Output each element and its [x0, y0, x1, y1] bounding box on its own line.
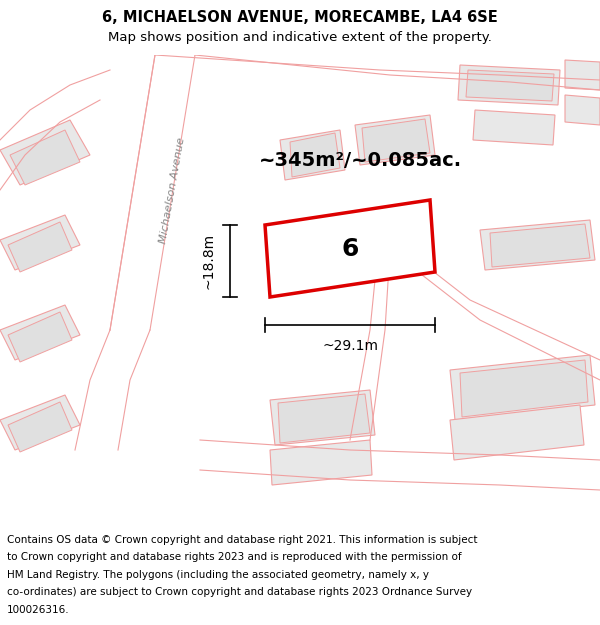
Polygon shape [565, 95, 600, 125]
Polygon shape [362, 119, 430, 162]
Text: HM Land Registry. The polygons (including the associated geometry, namely x, y: HM Land Registry. The polygons (includin… [7, 570, 429, 580]
Text: 100026316.: 100026316. [7, 605, 70, 615]
Polygon shape [490, 224, 590, 267]
Polygon shape [265, 200, 435, 297]
Polygon shape [0, 395, 80, 450]
Text: ~29.1m: ~29.1m [322, 339, 378, 353]
Text: Contains OS data © Crown copyright and database right 2021. This information is : Contains OS data © Crown copyright and d… [7, 535, 478, 545]
Polygon shape [275, 212, 420, 288]
Polygon shape [355, 115, 435, 165]
Polygon shape [0, 120, 90, 185]
Polygon shape [290, 133, 340, 177]
Text: ~345m²/~0.085ac.: ~345m²/~0.085ac. [259, 151, 461, 169]
Text: to Crown copyright and database rights 2023 and is reproduced with the permissio: to Crown copyright and database rights 2… [7, 552, 462, 562]
Polygon shape [466, 70, 554, 101]
Text: Map shows position and indicative extent of the property.: Map shows position and indicative extent… [108, 31, 492, 44]
Polygon shape [280, 130, 345, 180]
Polygon shape [458, 65, 560, 105]
Polygon shape [8, 402, 72, 452]
Polygon shape [473, 110, 555, 145]
Polygon shape [0, 305, 80, 360]
Polygon shape [278, 394, 370, 443]
Polygon shape [450, 355, 595, 420]
Polygon shape [8, 222, 72, 272]
Text: ~18.8m: ~18.8m [202, 233, 216, 289]
Polygon shape [460, 360, 588, 417]
Polygon shape [565, 60, 600, 90]
Polygon shape [450, 405, 584, 460]
Polygon shape [8, 312, 72, 362]
Polygon shape [480, 220, 595, 270]
Text: Michaelson Avenue: Michaelson Avenue [158, 136, 186, 244]
Polygon shape [270, 440, 372, 485]
Polygon shape [0, 215, 80, 270]
Text: co-ordinates) are subject to Crown copyright and database rights 2023 Ordnance S: co-ordinates) are subject to Crown copyr… [7, 588, 472, 598]
Polygon shape [10, 130, 80, 185]
Text: 6: 6 [341, 236, 359, 261]
Text: 6, MICHAELSON AVENUE, MORECAMBE, LA4 6SE: 6, MICHAELSON AVENUE, MORECAMBE, LA4 6SE [102, 10, 498, 25]
Polygon shape [270, 390, 375, 445]
